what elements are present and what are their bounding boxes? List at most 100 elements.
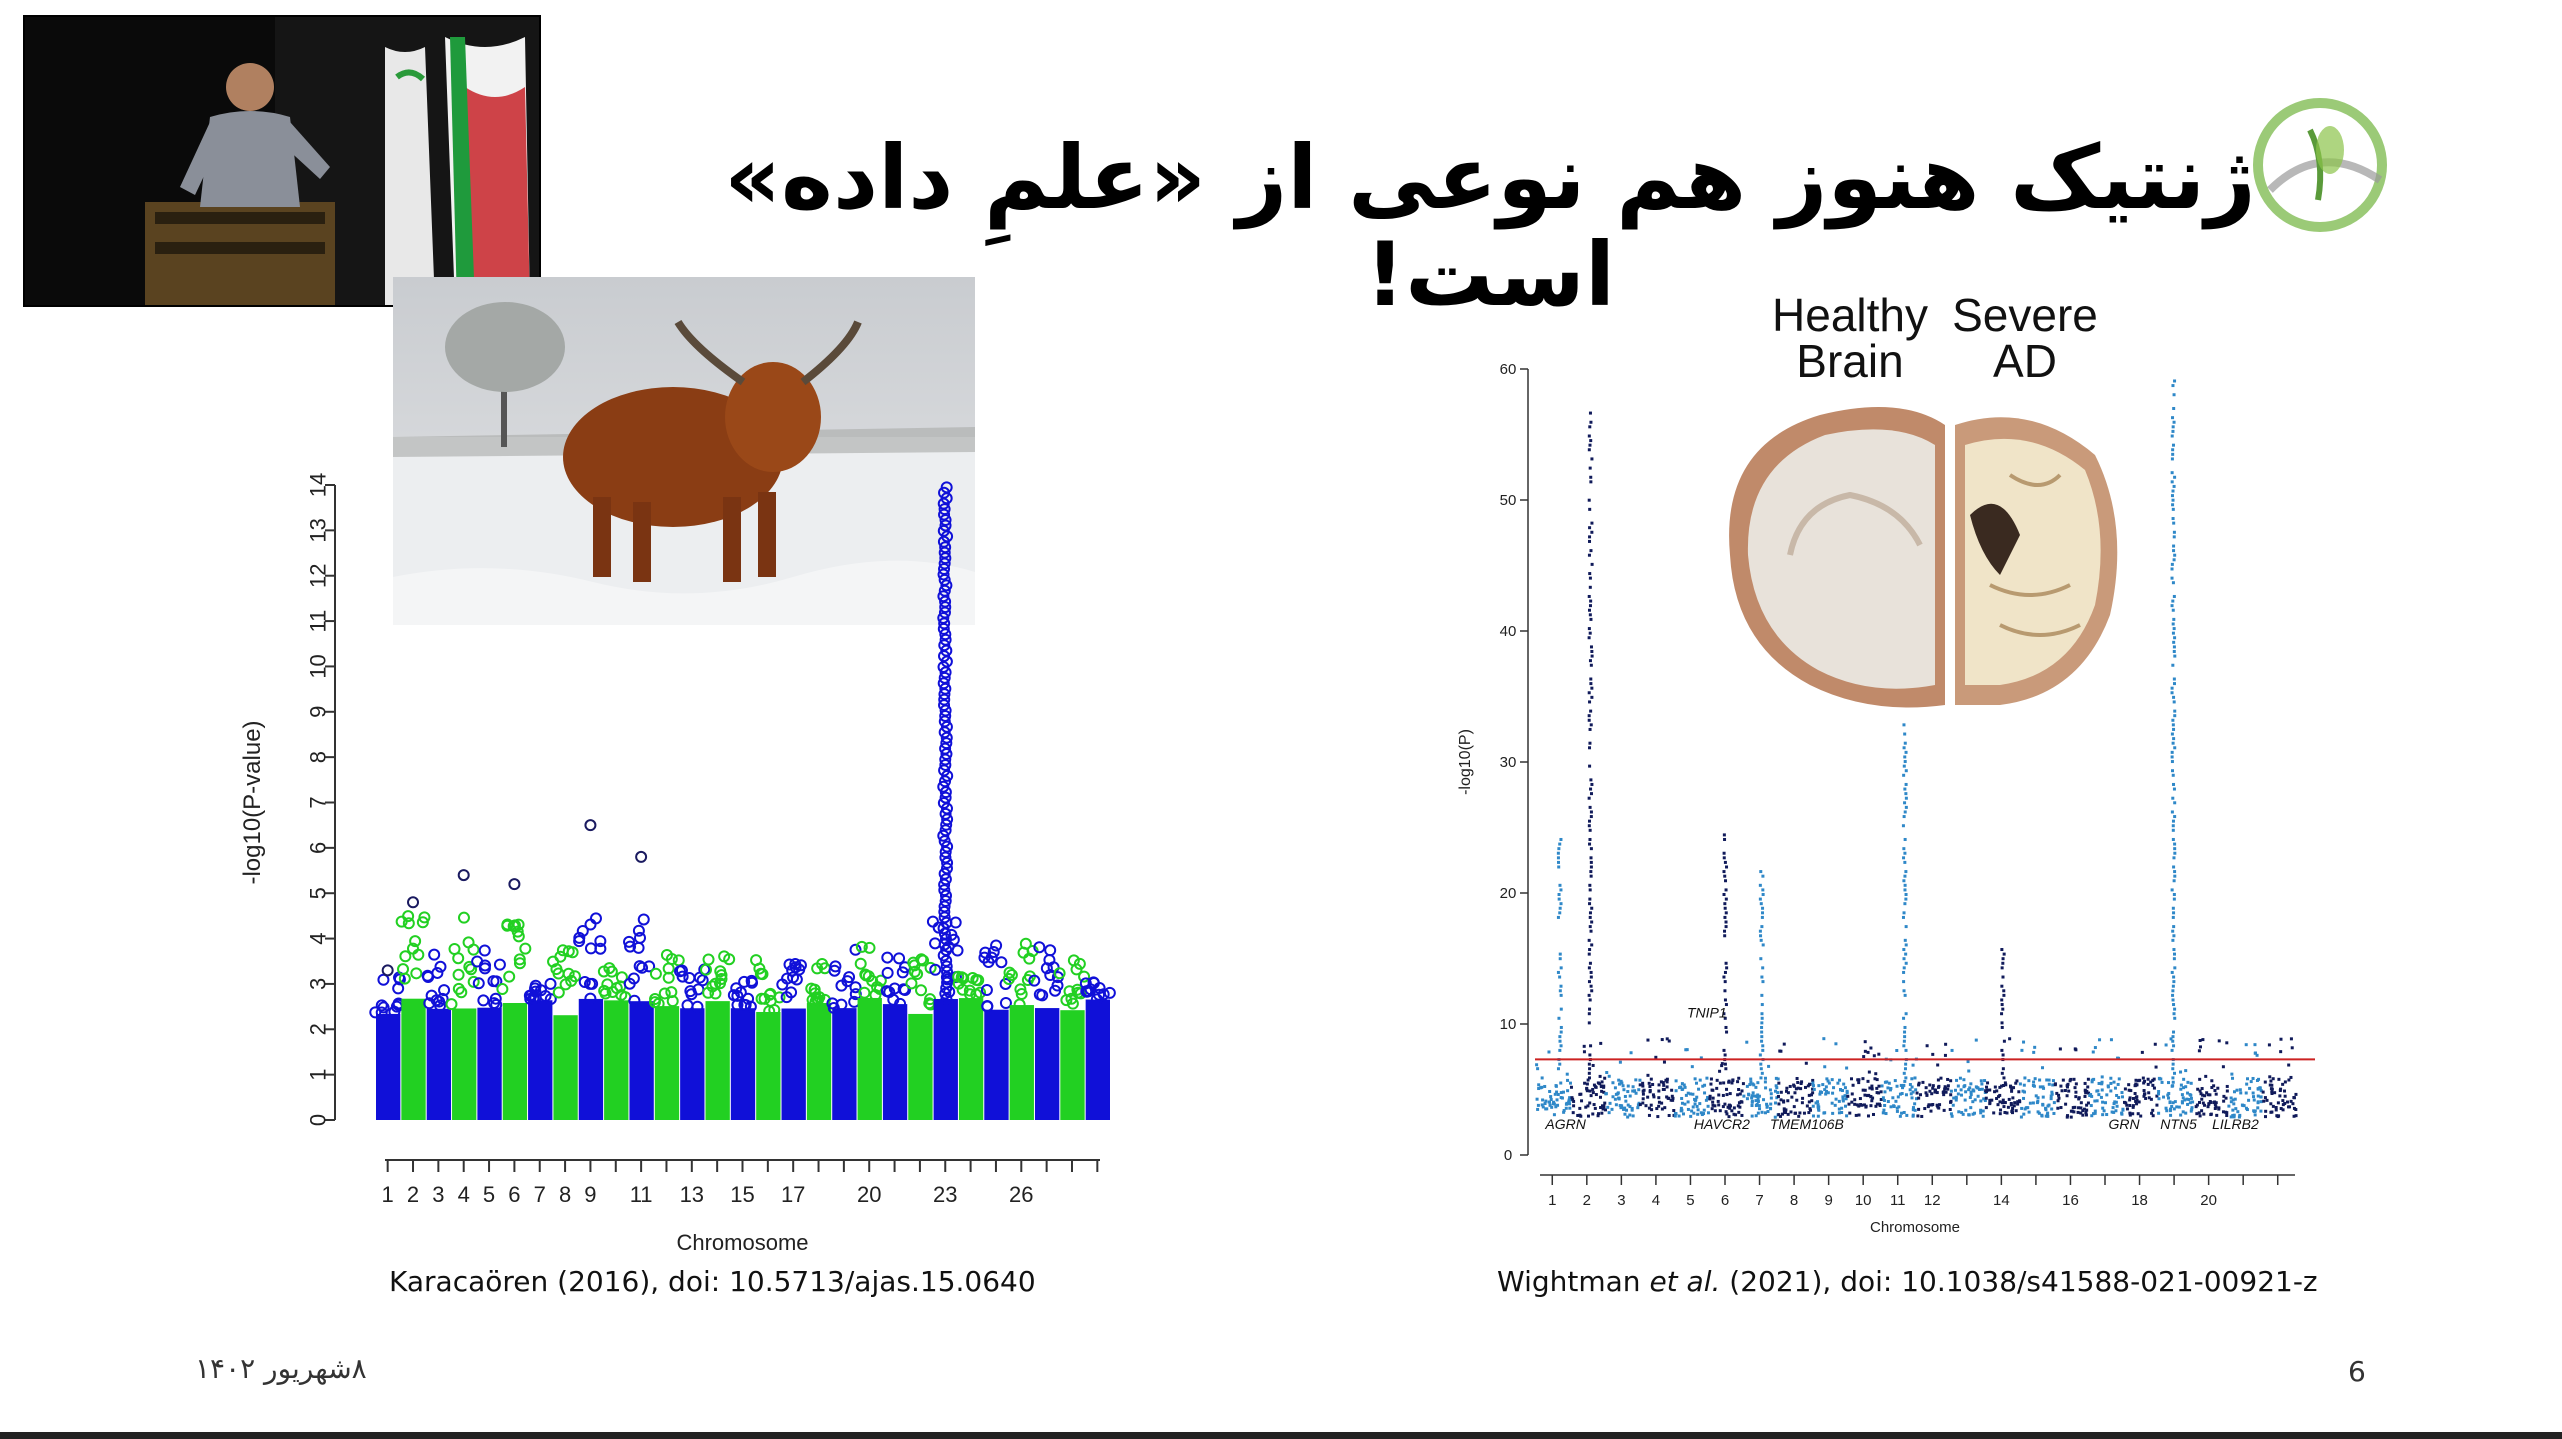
snp-point <box>1928 1083 1932 1087</box>
peak-point <box>1724 897 1728 901</box>
chr-block-22 <box>908 1013 933 1120</box>
snp-point <box>1711 1100 1715 1104</box>
snp-point <box>2273 1091 2277 1095</box>
peak-point <box>1557 1016 1561 1020</box>
snp-point <box>2112 1110 2116 1114</box>
peak-point <box>1588 948 1592 952</box>
peak-point <box>1904 893 1908 896</box>
peak-point <box>635 850 648 863</box>
snp-point <box>1949 1089 1953 1093</box>
snp-point <box>2214 1105 2218 1109</box>
snp-point <box>2059 1084 2063 1088</box>
snp-point <box>2092 1077 2096 1081</box>
snp-point <box>1598 1082 1602 1086</box>
snp-point <box>1931 1052 1935 1056</box>
peak-point <box>2171 581 2175 585</box>
snp-point <box>2181 1096 2185 1100</box>
snp-point <box>2144 1096 2148 1100</box>
y-tick-label: 60 <box>1500 361 1517 378</box>
peak-point <box>1557 860 1561 864</box>
snp-point <box>2167 1091 2171 1095</box>
snp-point <box>1543 1101 1547 1105</box>
peak-point <box>1902 911 1906 915</box>
snp-point <box>2151 1083 2155 1087</box>
snp-point <box>2244 1106 2248 1110</box>
snp-point <box>1779 1098 1783 1102</box>
snp-point <box>2292 1096 2296 1100</box>
peak-point <box>1902 1044 1906 1048</box>
y-tick-label: 50 <box>1500 492 1517 509</box>
snp-point <box>1681 1087 1685 1091</box>
snp-point <box>709 977 722 990</box>
snp-point <box>2128 1111 2132 1115</box>
snp-point <box>1559 1081 1563 1085</box>
snp-point <box>2101 1106 2105 1110</box>
snp-point <box>2146 1082 2150 1086</box>
peak-point <box>2170 604 2174 608</box>
snp-point <box>1763 1080 1767 1084</box>
snp-point <box>956 983 969 996</box>
snp-point <box>1917 1081 1921 1085</box>
snp-point <box>1569 1085 1573 1089</box>
snp-point <box>1778 1049 1782 1053</box>
snp-point <box>1959 1088 1963 1092</box>
peak-point <box>1589 439 1593 443</box>
peak-point <box>1587 636 1591 640</box>
snp-point <box>1724 1110 1728 1114</box>
snp-point <box>1775 1096 1779 1100</box>
snp-point <box>2164 1043 2168 1047</box>
snp-point <box>1693 1077 1697 1081</box>
peak-point <box>1724 888 1728 892</box>
snp-point <box>2214 1101 2218 1105</box>
snp-point <box>1589 1094 1593 1098</box>
snp-point <box>1690 1109 1694 1113</box>
peak-point <box>1557 897 1561 901</box>
snp-point <box>463 960 476 973</box>
speaker-video <box>23 15 541 307</box>
snp-point <box>1925 1044 1929 1048</box>
snp-point <box>2164 1106 2168 1110</box>
snp-point <box>2186 1091 2190 1095</box>
snp-point <box>1661 1081 1665 1085</box>
peak-point <box>1758 897 1762 901</box>
snp-point <box>1774 1101 1778 1105</box>
peak-point <box>1723 998 1727 1002</box>
peak-point <box>1759 957 1763 961</box>
snp-point <box>731 999 744 1012</box>
snp-point <box>2150 1111 2154 1115</box>
snp-point <box>1539 1086 1543 1090</box>
snp-point-chr23 <box>937 677 950 690</box>
peak-point <box>1902 723 1906 727</box>
snp-point <box>1040 962 1053 975</box>
peak-point <box>1761 966 1765 970</box>
snp-point <box>1718 1069 1722 1073</box>
peak-point <box>2171 429 2175 433</box>
peak-point <box>1590 686 1594 690</box>
snp-point <box>1816 1103 1820 1107</box>
peak-point <box>1589 970 1593 974</box>
peak-point <box>2172 897 2176 901</box>
snp-point <box>1727 1080 1731 1084</box>
snp-point <box>1769 1092 1773 1096</box>
snp-point <box>2090 1094 2094 1098</box>
snp-point <box>1898 1092 1902 1096</box>
peak-point <box>1559 1030 1563 1034</box>
snp-point <box>1971 1100 1975 1104</box>
peak-point <box>1758 883 1762 887</box>
snp-point <box>1807 1100 1811 1104</box>
snp-point <box>1775 1086 1779 1090</box>
peak-point <box>1588 837 1592 841</box>
snp-point <box>1843 1086 1847 1090</box>
peak-point <box>1903 851 1907 855</box>
snp-point <box>1079 977 1092 990</box>
snp-point <box>1910 1085 1914 1089</box>
snp-point <box>763 1005 776 1018</box>
snp-point-chr23 <box>939 889 952 902</box>
peak-point <box>2171 828 2175 832</box>
snp-point <box>1599 1085 1603 1089</box>
snp-point <box>2090 1114 2094 1118</box>
snp-point <box>951 944 964 957</box>
snp-point <box>2128 1103 2132 1107</box>
snp-point <box>1562 1110 1566 1114</box>
y-tick-label: 9 <box>306 706 331 718</box>
